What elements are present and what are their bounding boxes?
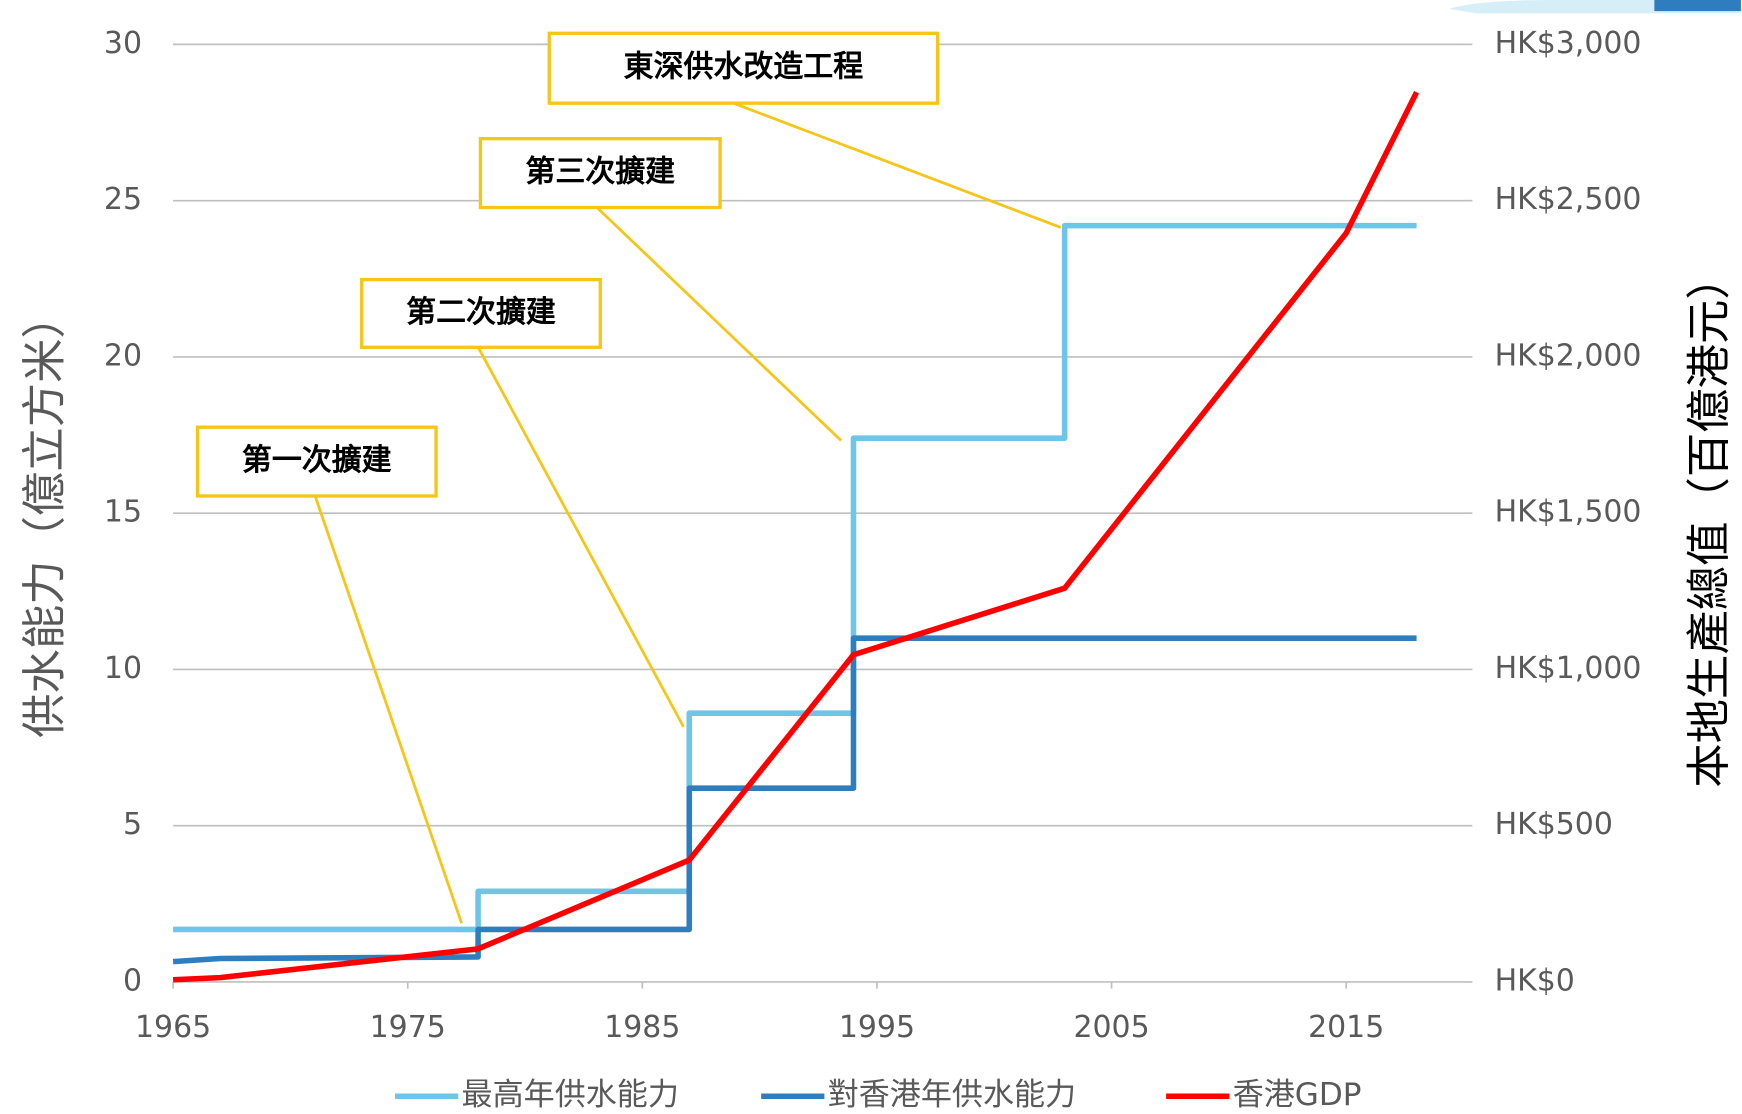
y-tick-label: 30 <box>104 26 142 61</box>
y2-tick-label: HK$3,000 <box>1495 26 1642 61</box>
annotation-leader <box>595 206 842 442</box>
y2-tick-label: HK$1,000 <box>1495 651 1642 686</box>
y-tick-label: 20 <box>104 338 142 373</box>
y-tick-label: 5 <box>123 807 142 842</box>
x-tick-label: 1965 <box>135 1010 211 1045</box>
annotation-box <box>195 425 438 498</box>
legend-label: 最高年供水能力 <box>462 1077 679 1113</box>
x-tick-label: 1975 <box>370 1010 446 1045</box>
y-axis-title: 供水能力（億立方米） <box>20 294 71 738</box>
annotation-box <box>547 31 940 105</box>
x-tick-label: 1995 <box>839 1010 915 1045</box>
x-tick-label: 1985 <box>604 1010 680 1045</box>
y2-tick-label: HK$500 <box>1495 807 1613 842</box>
corner-decoration <box>1654 0 1741 12</box>
legend-label: 對香港年供水能力 <box>828 1077 1076 1113</box>
y-tick-label: 10 <box>104 651 142 686</box>
annotation-leader <box>313 495 463 924</box>
y-tick-label: 25 <box>104 182 142 217</box>
legend-label: 香港GDP <box>1233 1077 1362 1113</box>
y-tick-label: 0 <box>123 963 142 998</box>
y2-tick-label: HK$2,000 <box>1495 338 1642 373</box>
annotation-label: 東深供水改造工程 <box>624 50 864 85</box>
series-line <box>173 222 1417 933</box>
annotation-leader <box>732 101 1062 229</box>
annotation-leader <box>476 346 685 728</box>
y2-tick-label: HK$1,500 <box>1495 495 1642 530</box>
annotation-box <box>478 137 722 210</box>
y2-axis-title: 本地生產總值（百億港元） <box>1684 255 1735 788</box>
annotation-label: 第三次擴建 <box>525 155 675 190</box>
x-tick-label: 2005 <box>1073 1010 1149 1045</box>
annotation-label: 第一次擴建 <box>242 443 392 478</box>
x-tick-label: 2015 <box>1308 1010 1384 1045</box>
annotation-label: 第二次擴建 <box>406 295 556 330</box>
y2-tick-label: HK$2,500 <box>1495 182 1642 217</box>
series-line <box>172 635 1417 965</box>
y2-tick-label: HK$0 <box>1495 963 1575 998</box>
y-tick-label: 15 <box>104 495 142 530</box>
series-line <box>172 90 1420 983</box>
annotation-box <box>360 277 602 349</box>
